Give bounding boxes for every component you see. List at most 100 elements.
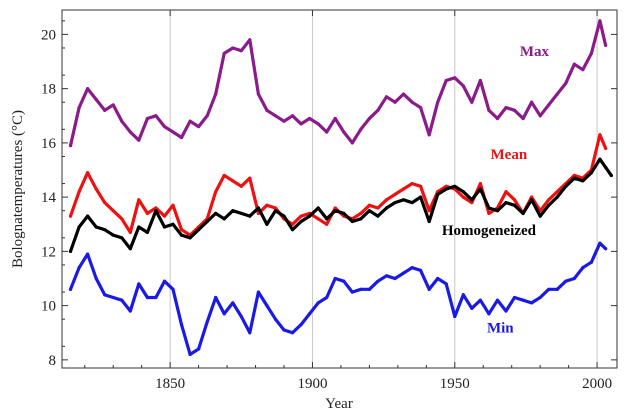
data-point-min (427, 287, 431, 291)
data-point-mean (94, 187, 98, 191)
data-point-max (273, 114, 278, 118)
data-point-mean (171, 203, 175, 207)
data-point-homogeneized (137, 225, 141, 229)
data-point-min (145, 295, 149, 300)
data-point-homogeneized (359, 217, 363, 221)
series-label-max: Max (520, 44, 550, 60)
data-point-min (86, 252, 90, 256)
series-label-mean: Mean (491, 147, 528, 163)
series-line-max (68, 19, 608, 148)
y-tick-label-20: 20 (41, 27, 56, 43)
data-point-homogeneized (384, 206, 389, 210)
data-point-homogeneized (376, 214, 380, 218)
data-point-min (436, 276, 440, 281)
data-point-min (171, 287, 175, 291)
data-point-min (512, 295, 517, 300)
data-point-min (367, 287, 371, 291)
data-point-homogeneized (598, 157, 602, 161)
data-point-mean (604, 146, 608, 150)
data-point-min (68, 287, 73, 291)
data-point-min (162, 279, 167, 283)
data-point-mean (359, 211, 363, 216)
data-point-max (521, 116, 525, 121)
series-line-min (68, 241, 608, 356)
data-point-min (265, 304, 269, 308)
data-point-homogeneized (609, 173, 613, 178)
data-point-max (350, 141, 354, 145)
data-point-mean (376, 206, 380, 210)
tick-labels: 1850 1900 1950 2000 8 10 12 14 16 18 20 (41, 27, 612, 392)
data-point-mean (128, 230, 132, 234)
data-point-mean (299, 214, 303, 218)
data-point-max (103, 108, 107, 112)
data-point-homogeneized (162, 225, 167, 229)
data-point-max (581, 68, 585, 72)
data-point-max (325, 130, 329, 134)
data-point-mean (137, 198, 141, 202)
data-point-homogeneized (205, 219, 209, 224)
data-point-homogeneized (444, 187, 448, 191)
data-point-max (436, 100, 440, 104)
data-point-max (265, 108, 269, 112)
data-point-homogeneized (453, 184, 457, 188)
y-axis-title: Bolognatemperatures (°C) (10, 110, 26, 268)
data-point-max (572, 62, 576, 66)
data-point-homogeneized (239, 211, 243, 216)
data-point-min (308, 312, 312, 316)
data-point-min (231, 301, 235, 305)
data-point-mean (145, 211, 149, 216)
y-tick-label-8: 8 (49, 353, 57, 369)
data-point-homogeneized (342, 211, 346, 216)
data-point-homogeneized (179, 233, 184, 237)
data-point-min (461, 293, 465, 297)
data-point-min (470, 306, 474, 310)
data-point-homogeneized (248, 214, 252, 218)
data-point-mean (77, 190, 81, 194)
data-point-max (555, 92, 559, 96)
data-point-homogeneized (214, 211, 218, 216)
data-point-min (111, 295, 115, 300)
data-point-min (530, 301, 534, 305)
series-labels: Max Mean Homogeneized Min (442, 44, 550, 337)
data-point-max (393, 100, 397, 104)
data-point-homogeneized (94, 225, 98, 229)
data-point-min (94, 276, 98, 281)
data-point-max (290, 114, 295, 118)
data-point-max (504, 106, 508, 110)
data-point-mean (427, 209, 431, 213)
data-point-mean (214, 190, 218, 194)
data-point-homogeneized (512, 203, 517, 207)
data-point-mean (248, 176, 252, 180)
data-point-homogeneized (222, 217, 226, 221)
data-point-mean (111, 209, 115, 213)
data-point-mean (273, 206, 278, 210)
data-point-homogeneized (299, 219, 303, 224)
data-point-min (290, 331, 295, 335)
plot-frame (61, 9, 618, 369)
data-point-homogeneized (555, 195, 559, 199)
data-point-min (103, 293, 107, 297)
data-point-homogeneized (265, 222, 269, 226)
data-point-homogeneized (256, 206, 260, 210)
data-point-max (470, 100, 474, 104)
data-point-max (248, 38, 252, 42)
data-point-min (333, 276, 337, 281)
data-point-min (521, 298, 525, 302)
data-point-min (487, 312, 491, 316)
data-point-min (205, 320, 209, 324)
data-point-mean (547, 198, 551, 202)
data-point-max (86, 87, 90, 91)
data-point-mean (401, 187, 406, 191)
data-point-max (128, 130, 132, 134)
data-point-homogeneized (290, 228, 295, 232)
data-point-max (154, 114, 158, 118)
data-point-max (427, 133, 431, 137)
data-point-homogeneized (393, 200, 397, 205)
data-point-max (547, 103, 551, 107)
data-point-min (538, 295, 542, 300)
data-point-max (333, 116, 337, 121)
data-point-mean (103, 200, 107, 205)
data-point-mean (86, 171, 90, 175)
data-point-min (589, 260, 593, 264)
data-point-mean (239, 184, 243, 188)
